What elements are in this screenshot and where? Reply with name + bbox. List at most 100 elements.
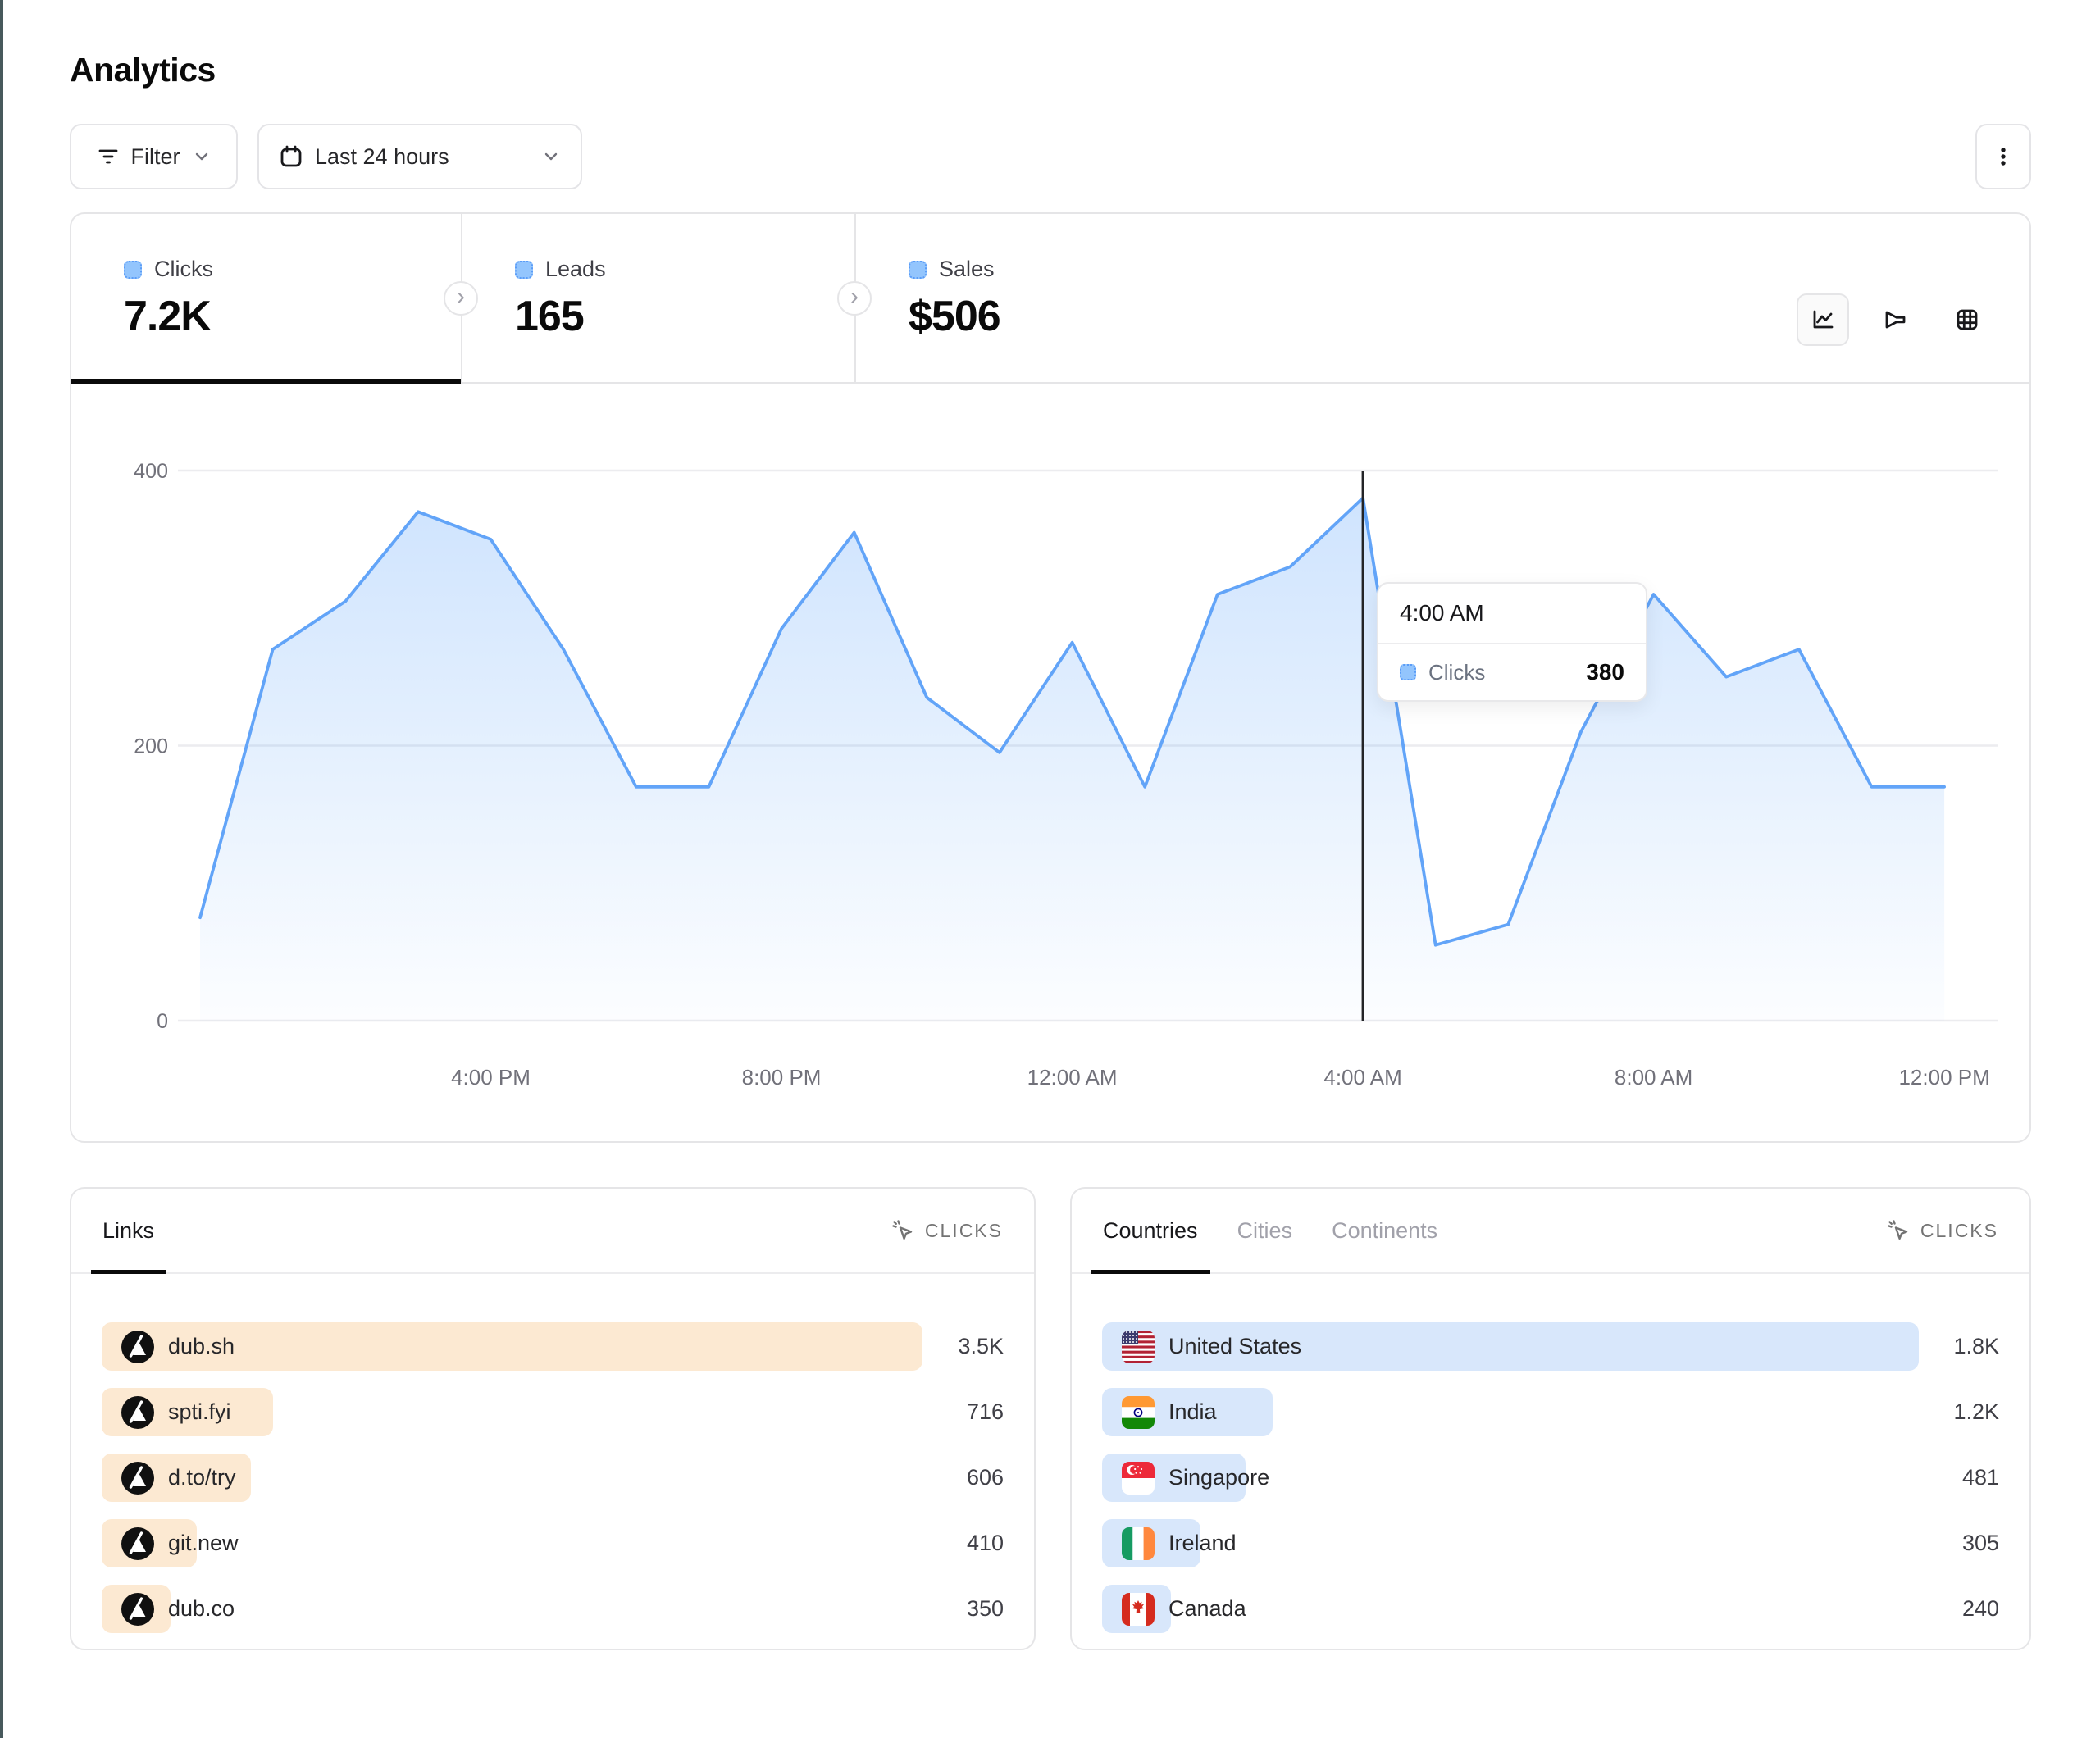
tab-sales[interactable]: Sales $506 (854, 214, 2029, 382)
x-axis-tick-label: 8:00 PM (742, 1065, 822, 1090)
table-grid-icon (1957, 309, 1978, 330)
us-icon (1122, 1330, 1155, 1363)
tab-cities[interactable]: Cities (1237, 1189, 1293, 1272)
cursor-click-icon (1888, 1220, 1908, 1240)
filter-label: Filter (130, 143, 180, 169)
x-axis-tick-label: 4:00 PM (451, 1065, 531, 1090)
india-flag-icon (1122, 1395, 1155, 1429)
item-value: 305 (1961, 1531, 1999, 1555)
dub-logo-icon (121, 1592, 154, 1626)
item-label: d.to/try (168, 1465, 236, 1490)
dub-logo-icon (121, 1395, 154, 1429)
countries-metric-label: CLICKS (1920, 1219, 1998, 1241)
countries-metric-toggle[interactable]: CLICKS (1886, 1218, 1998, 1243)
sales-value: $506 (909, 293, 1001, 340)
in-icon (1122, 1395, 1155, 1429)
toolbar: Filter Last 24 hours (70, 124, 2031, 189)
item-label: dub.sh (168, 1334, 235, 1358)
chart-type-toggle-group (1797, 293, 1993, 346)
item-label: Singapore (1168, 1465, 1270, 1490)
clicks-area-chart[interactable]: 0 200 400 4:00 PM 8:00 PM 12:00 AM 4:00 AM 8:00… (71, 384, 2029, 1141)
chevron-right-icon: › (444, 281, 478, 316)
list-item[interactable]: spti.fyi 716 (102, 1388, 1004, 1436)
dub-logo-icon (121, 1526, 154, 1560)
leads-label: Leads (545, 257, 606, 281)
countries-list: United States 1.8K India 1.2K Singapore 481 Ir… (1072, 1274, 2029, 1633)
list-item[interactable]: Canada 240 (1102, 1585, 1999, 1633)
item-label: git.new (168, 1531, 239, 1555)
list-item[interactable]: git.new 410 (102, 1519, 1004, 1567)
tab-links[interactable]: Links (90, 1189, 167, 1274)
left-edge-strip (0, 0, 3, 1738)
filter-button[interactable]: Filter (70, 124, 238, 189)
links-card: Links CLICKS dub.sh 3.5K spti.fyi 716 d.to/t… (70, 1187, 1036, 1650)
y-axis-tick-label: 400 (134, 460, 168, 483)
line-chart-toggle-button[interactable] (1797, 293, 1849, 346)
item-label: India (1168, 1399, 1217, 1424)
tooltip-time: 4:00 AM (1400, 600, 1484, 626)
funnel-chart-icon (1885, 311, 1906, 328)
countries-tab-label: Countries (1103, 1217, 1198, 1243)
dub-logo-icon (121, 1461, 154, 1495)
links-metric-toggle[interactable]: CLICKS (891, 1218, 1003, 1243)
continents-tab-label: Continents (1332, 1217, 1438, 1243)
value-bar (102, 1322, 922, 1371)
list-item[interactable]: United States 1.8K (1102, 1322, 1999, 1371)
chevron-right-icon: › (837, 281, 872, 316)
line-chart-icon (1813, 310, 1834, 328)
filter-icon (98, 149, 117, 164)
table-view-toggle-button[interactable] (1941, 293, 1993, 346)
chart-tooltip: 4:00 AM Clicks 380 (1377, 582, 1647, 702)
singapore-flag-icon (1122, 1461, 1155, 1495)
tab-continents[interactable]: Continents (1332, 1189, 1437, 1272)
links-list: dub.sh 3.5K spti.fyi 716 d.to/try 606 git.new 4… (71, 1274, 1034, 1633)
tab-clicks[interactable]: Clicks 7.2K (71, 214, 461, 384)
tooltip-legend-swatch (1400, 664, 1416, 680)
list-item[interactable]: dub.sh 3.5K (102, 1322, 1004, 1371)
links-metric-label: CLICKS (924, 1219, 1003, 1241)
chart-canvas: 0 200 400 4:00 PM 8:00 PM 12:00 AM 4:00 AM 8:00… (134, 460, 1998, 1090)
tooltip-value: 380 (1586, 659, 1624, 685)
stats-tabs: Clicks 7.2K Leads 165 Sales $506 (71, 214, 2029, 384)
canada-flag-icon (1122, 1592, 1155, 1626)
tab-countries[interactable]: Countries (1091, 1189, 1210, 1274)
list-item[interactable]: Ireland 305 (1102, 1519, 1999, 1567)
ie-icon (1122, 1526, 1155, 1560)
date-range-button[interactable]: Last 24 hours (257, 124, 582, 189)
x-axis-tick-label: 12:00 PM (1898, 1065, 1989, 1090)
item-label: Ireland (1168, 1531, 1237, 1555)
item-label: Canada (1168, 1596, 1246, 1621)
analytics-card: Clicks 7.2K Leads 165 Sales $506 (70, 212, 2031, 1143)
list-item[interactable]: d.to/try 606 (102, 1454, 1004, 1502)
list-item[interactable]: India 1.2K (1102, 1388, 1999, 1436)
dub-logo-icon (121, 1330, 154, 1363)
chevron-down-icon (544, 152, 558, 161)
item-value: 240 (1961, 1596, 1999, 1621)
item-value: 3.5K (958, 1334, 1004, 1358)
dub-logo-icon (121, 1592, 154, 1626)
x-axis-tick-label: 12:00 AM (1027, 1065, 1118, 1090)
us-flag-icon (1122, 1330, 1155, 1363)
x-axis-tick-label: 4:00 AM (1323, 1065, 1401, 1090)
item-label: dub.co (168, 1596, 235, 1621)
ca-icon (1122, 1592, 1155, 1626)
list-item[interactable]: dub.co 350 (102, 1585, 1004, 1633)
sales-label: Sales (939, 257, 995, 281)
page-title: Analytics (70, 51, 216, 89)
item-label: spti.fyi (168, 1399, 231, 1424)
item-value: 1.2K (1953, 1399, 1999, 1424)
clicks-legend-swatch (124, 260, 142, 279)
date-range-label: Last 24 hours (315, 143, 449, 169)
clicks-value: 7.2K (124, 293, 212, 340)
tab-leads[interactable]: Leads 165 (461, 214, 854, 382)
y-axis-tick-label: 0 (157, 1010, 168, 1033)
kebab-menu-icon (2001, 148, 2006, 166)
sales-legend-swatch (909, 260, 927, 279)
dub-logo-icon (121, 1461, 154, 1495)
funnel-chart-toggle-button[interactable] (1869, 293, 1921, 346)
list-item[interactable]: Singapore 481 (1102, 1454, 1999, 1502)
analytics-page: Analytics Filter Last 24 hours (70, 0, 2031, 1650)
value-bar (1102, 1322, 1919, 1371)
more-options-button[interactable] (1975, 124, 2031, 189)
breakdown-cards: Links CLICKS dub.sh 3.5K spti.fyi 716 d.to/t… (70, 1187, 2031, 1650)
